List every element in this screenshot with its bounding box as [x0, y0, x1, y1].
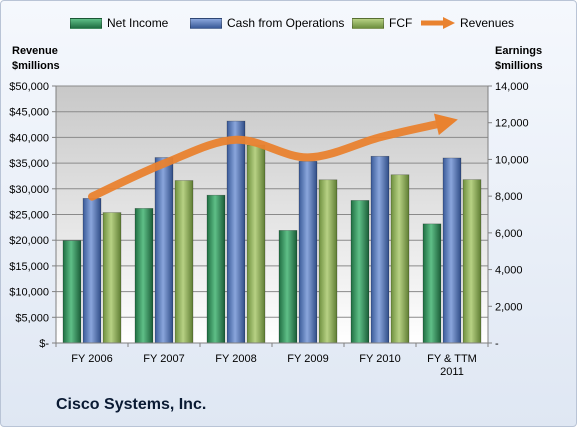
left-tick-label: $5,000: [15, 312, 49, 324]
bar-net-income: [62, 240, 82, 344]
bar-cash-from-operations: [442, 157, 462, 344]
bar-cash-from-operations: [298, 161, 318, 344]
right-axis-title: Earnings $millions: [495, 44, 543, 74]
legend-swatch-fcf: [352, 17, 384, 29]
legend-label-fcf: FCF: [389, 16, 413, 30]
left-axis-title-line-1: Revenue: [12, 45, 58, 57]
legend-item-revenues: Revenues: [420, 16, 514, 30]
left-tick-label: $50,000: [9, 81, 49, 93]
bar-fcf: [174, 180, 194, 344]
right-tick-label: 4,000: [495, 265, 523, 277]
legend-item-cash-from-operations: Cash from Operations: [190, 16, 344, 30]
left-tick-label: $40,000: [9, 132, 49, 144]
bar-cash-from-operations: [370, 155, 390, 344]
left-tick-label: $35,000: [9, 158, 49, 170]
bar-net-income: [278, 230, 298, 344]
legend-item-net-income: Net Income: [70, 16, 168, 30]
legend: Net Income Cash from Operations FCF Reve…: [62, 13, 532, 33]
left-tick-label: $30,000: [9, 184, 49, 196]
left-axis-title: Revenue $millions: [12, 44, 60, 74]
right-tick-label: 6,000: [495, 228, 523, 240]
bar-cash-from-operations: [82, 198, 102, 344]
left-tick-label: $-: [39, 338, 49, 350]
bar-fcf: [246, 144, 266, 344]
x-tick-label: FY & TTM: [427, 353, 477, 365]
x-tick-label: FY 2008: [215, 353, 256, 365]
right-tick-label: 8,000: [495, 191, 523, 203]
right-tick-label: -: [495, 338, 499, 350]
legend-label-revenues: Revenues: [460, 16, 515, 30]
x-tick-label: FY 2009: [287, 353, 328, 365]
right-axis-title-line-1: Earnings: [495, 45, 543, 57]
legend-swatch-cash-from-operations: [190, 17, 222, 29]
bar-net-income: [422, 223, 442, 344]
bar-cash-from-operations: [226, 120, 246, 344]
left-tick-label: $10,000: [9, 287, 49, 299]
right-tick-label: 2,000: [495, 301, 523, 313]
left-tick-label: $15,000: [9, 261, 49, 273]
bar-fcf: [462, 179, 482, 344]
left-tick-label: $25,000: [9, 210, 49, 222]
legend-label-cash-from-operations: Cash from Operations: [227, 16, 345, 30]
legend-item-fcf: FCF: [352, 16, 412, 30]
bar-net-income: [350, 200, 370, 344]
revenue-line: [88, 119, 443, 201]
right-tick-label: 14,000: [495, 81, 529, 93]
x-tick-label: 2011: [440, 366, 464, 378]
left-tick-label: $20,000: [9, 235, 49, 247]
bar-fcf: [102, 212, 122, 344]
right-tick-label: 10,000: [495, 154, 529, 166]
right-tick-label: 12,000: [495, 118, 529, 130]
legend-label-net-income: Net Income: [107, 16, 169, 30]
left-tick-label: $45,000: [9, 107, 49, 119]
x-tick-label: FY 2010: [359, 353, 400, 365]
bar-cash-from-operations: [154, 157, 174, 344]
x-tick-label: FY 2006: [71, 353, 112, 365]
bar-fcf: [318, 179, 338, 344]
x-tick-label: FY 2007: [143, 353, 184, 365]
left-axis-title-line-2: $millions: [12, 60, 60, 72]
bar-fcf: [390, 174, 410, 344]
company-name: Cisco Systems, Inc.: [56, 396, 207, 413]
legend-swatch-net-income: [70, 17, 102, 29]
bar-net-income: [206, 194, 226, 344]
right-axis-title-line-2: $millions: [495, 60, 543, 72]
revenue-arrowhead: [433, 113, 458, 136]
arrow-icon: [421, 17, 455, 29]
bar-net-income: [134, 208, 154, 344]
